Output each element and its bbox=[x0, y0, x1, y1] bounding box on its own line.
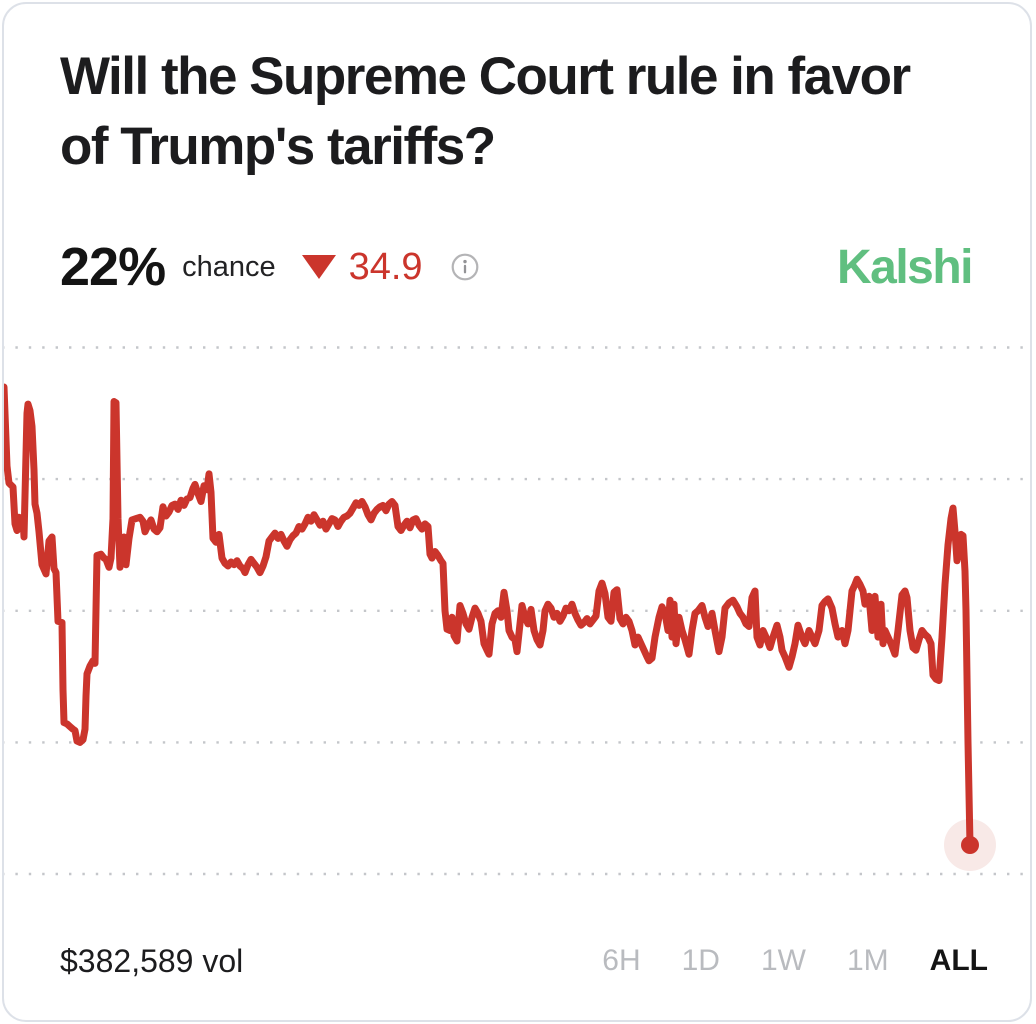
range-button-1d[interactable]: 1D bbox=[681, 944, 720, 977]
range-button-6h[interactable]: 6H bbox=[602, 944, 641, 977]
info-icon[interactable] bbox=[450, 252, 480, 282]
market-title-line2: of Trump's tariffs? bbox=[60, 117, 496, 176]
volume-label: $382,589 vol bbox=[60, 942, 244, 979]
change-value: 34.9 bbox=[348, 245, 423, 288]
price-line bbox=[4, 383, 974, 849]
down-arrow-icon bbox=[301, 255, 336, 279]
stats-row: 22% chance 34.9 Kalshi bbox=[60, 234, 974, 300]
range-button-1m[interactable]: 1M bbox=[846, 944, 889, 977]
footer: $382,589 vol 6H 1D 1W 1M ALL bbox=[60, 940, 988, 982]
kalshi-logo: Kalshi bbox=[836, 240, 974, 294]
price-chart bbox=[4, 346, 1030, 876]
time-range-selector: 6H 1D 1W 1M ALL bbox=[602, 944, 988, 978]
chance-value: 22% bbox=[60, 237, 166, 297]
range-button-1w[interactable]: 1W bbox=[760, 944, 806, 977]
market-title: Will the Supreme Court rule in favor of … bbox=[60, 42, 990, 182]
chance-label: chance bbox=[182, 250, 276, 283]
last-point-dot bbox=[961, 836, 979, 854]
market-title-line1: Will the Supreme Court rule in favor bbox=[60, 47, 911, 106]
range-button-all[interactable]: ALL bbox=[929, 944, 988, 977]
